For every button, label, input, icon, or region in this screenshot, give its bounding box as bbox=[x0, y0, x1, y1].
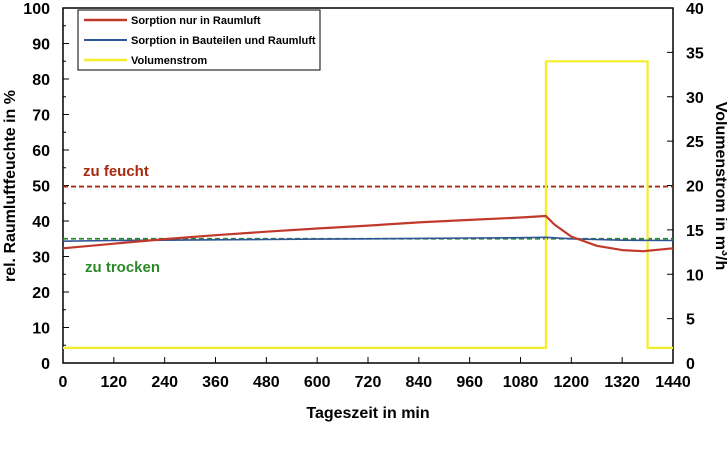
y2-axis-title: Volumenstrom in m3/h bbox=[712, 102, 727, 271]
x-axis-title: Tageszeit in min bbox=[306, 405, 429, 422]
y2-tick-label: 5 bbox=[686, 312, 695, 329]
y2-tick-label: 30 bbox=[686, 90, 704, 107]
y2-tick-label: 15 bbox=[686, 223, 704, 240]
y2-tick-label: 0 bbox=[686, 356, 695, 373]
x-tick-label: 120 bbox=[100, 374, 127, 391]
legend-label-2: Volumenstrom bbox=[131, 55, 207, 67]
x-tick-label: 720 bbox=[355, 374, 382, 391]
y-tick-label: 30 bbox=[32, 250, 50, 267]
y-tick-label: 90 bbox=[32, 37, 50, 54]
legend-label-1: Sorption in Bauteilen und Raumluft bbox=[131, 35, 316, 47]
y-tick-label: 100 bbox=[23, 1, 50, 18]
x-tick-label: 480 bbox=[253, 374, 280, 391]
x-tick-label: 240 bbox=[151, 374, 178, 391]
series-line-1 bbox=[62, 236, 674, 242]
legend-label-0: Sorption nur in Raumluft bbox=[131, 15, 261, 27]
y-tick-label: 10 bbox=[32, 321, 50, 338]
threshold-label-humid: zu feucht bbox=[83, 163, 149, 180]
x-tick-label: 960 bbox=[456, 374, 483, 391]
y-tick-label: 20 bbox=[32, 285, 50, 302]
y2-tick-label: 35 bbox=[686, 45, 704, 62]
x-tick-label: 360 bbox=[202, 374, 229, 391]
y-tick-label: 80 bbox=[32, 72, 50, 89]
x-tick-label: 1320 bbox=[604, 374, 640, 391]
x-tick-label: 840 bbox=[405, 374, 432, 391]
y2-tick-label: 10 bbox=[686, 267, 704, 284]
x-tick-label: 1200 bbox=[554, 374, 590, 391]
series-line-0 bbox=[62, 214, 674, 253]
y2-tick-label: 40 bbox=[686, 1, 704, 18]
y-tick-label: 60 bbox=[32, 143, 50, 160]
y-tick-label: 40 bbox=[32, 214, 50, 231]
y2-tick-label: 20 bbox=[686, 179, 704, 196]
x-tick-label: 0 bbox=[59, 374, 68, 391]
y-tick-label: 0 bbox=[41, 356, 50, 373]
y2-tick-label: 25 bbox=[686, 134, 704, 151]
threshold-label-dry: zu trocken bbox=[85, 259, 160, 276]
x-tick-label: 1080 bbox=[503, 374, 539, 391]
legend: Sorption nur in Raumluft Sorption in Bau… bbox=[77, 9, 321, 71]
y-tick-label: 50 bbox=[32, 179, 50, 196]
series-line-2 bbox=[63, 60, 673, 349]
y-tick-label: 70 bbox=[32, 108, 50, 125]
y-axis-title: rel. Raumluftfeuchte in % bbox=[2, 90, 19, 282]
x-tick-label: 1440 bbox=[655, 374, 691, 391]
x-tick-label: 600 bbox=[304, 374, 331, 391]
